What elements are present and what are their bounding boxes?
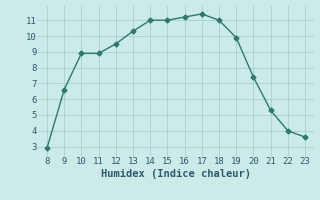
X-axis label: Humidex (Indice chaleur): Humidex (Indice chaleur) [101,169,251,179]
